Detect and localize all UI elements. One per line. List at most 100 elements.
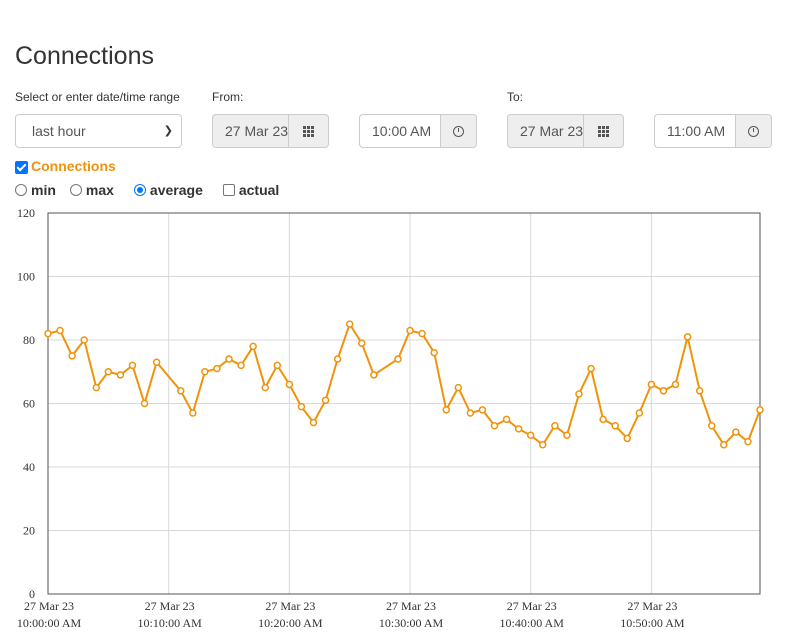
data-point: [285, 380, 294, 389]
x-tick-date: 27 Mar 23: [627, 599, 677, 613]
data-point: [671, 380, 680, 389]
data-point: [152, 358, 161, 366]
data-point: [466, 409, 475, 417]
data-point: [225, 355, 233, 363]
data-point: [744, 437, 752, 446]
data-point: [732, 428, 740, 436]
x-tick-time: 10:10:00 AM: [138, 616, 203, 630]
data-point: [104, 368, 113, 376]
connections-chart: 0 20 40 60 80 100 120 27 Mar 23 10:00:00 AM 27 Ma…: [17, 206, 764, 630]
data-point: [418, 329, 426, 338]
data-point: [140, 399, 149, 408]
data-point: [345, 320, 354, 328]
data-point: [539, 441, 547, 449]
x-tick-time: 10:20:00 AM: [258, 616, 323, 630]
data-point: [526, 431, 535, 439]
from-label: From:: [212, 90, 244, 104]
data-point: [68, 352, 76, 360]
data-point: [695, 387, 704, 395]
y-tick-label: 60: [23, 397, 35, 411]
data-point: [623, 434, 632, 443]
data-point: [44, 329, 52, 338]
data-point: [502, 415, 511, 424]
data-point: [659, 387, 668, 395]
from-time-input[interactable]: 10:00 AM: [359, 114, 440, 148]
data-point: [309, 418, 318, 427]
range-label: Select or enter date/time range: [15, 90, 180, 104]
option-min[interactable]: min: [15, 182, 56, 198]
option-max[interactable]: max: [69, 182, 114, 198]
to-date-group: 27 Mar 23: [507, 114, 624, 148]
series-line: [47, 321, 761, 447]
max-label: max: [85, 182, 114, 198]
data-point: [261, 383, 269, 392]
from-calendar-button[interactable]: [288, 114, 329, 148]
average-radio[interactable]: [133, 184, 146, 196]
data-point: [80, 336, 88, 344]
data-point: [599, 415, 607, 424]
data-point: [478, 406, 487, 414]
from-date-input[interactable]: 27 Mar 23: [212, 114, 288, 148]
data-point: [370, 371, 378, 379]
data-point: [333, 355, 342, 363]
x-tick-date: 27 Mar 23: [24, 599, 74, 613]
data-point: [321, 396, 330, 405]
data-point: [92, 383, 101, 392]
connections-checkbox[interactable]: [15, 160, 28, 174]
calendar-grid-icon: [598, 125, 609, 137]
data-point: [249, 342, 257, 351]
to-date-input[interactable]: 27 Mar 23: [507, 114, 583, 148]
x-tick-date: 27 Mar 23: [145, 599, 195, 613]
y-tick-label: 0: [29, 587, 35, 601]
data-point: [394, 355, 402, 363]
option-actual[interactable]: actual: [222, 182, 280, 198]
x-tick-date: 27 Mar 23: [265, 599, 315, 613]
stat-options: min max average actual: [15, 182, 279, 198]
data-point: [406, 326, 414, 335]
data-point: [587, 364, 595, 373]
x-tick-date: 27 Mar 23: [507, 599, 557, 613]
calendar-grid-icon: [303, 125, 314, 137]
data-point: [683, 333, 692, 341]
data-point: [213, 364, 221, 373]
x-tick-time: 10:50:00 AM: [620, 616, 685, 630]
clock-icon: [453, 125, 464, 137]
data-point: [575, 390, 583, 398]
series-toggle: Connections: [15, 158, 116, 174]
x-tick-time: 10:30:00 AM: [379, 616, 444, 630]
data-point: [647, 380, 656, 389]
range-select[interactable]: last hour ❯: [15, 114, 182, 148]
max-radio[interactable]: [69, 184, 82, 196]
min-radio[interactable]: [15, 184, 27, 196]
y-tick-label: 40: [23, 460, 35, 474]
data-point: [490, 421, 499, 430]
data-point: [635, 409, 644, 417]
page-title: Connections: [15, 42, 154, 70]
min-label: min: [31, 182, 56, 198]
data-point: [454, 383, 463, 392]
from-clock-button[interactable]: [440, 114, 477, 148]
data-point: [442, 406, 450, 414]
actual-label: actual: [238, 182, 280, 198]
from-time-group: 10:00 AM: [359, 114, 477, 148]
data-point: [563, 431, 571, 439]
data-point: [128, 361, 137, 370]
data-point: [237, 361, 245, 370]
to-calendar-button[interactable]: [583, 114, 624, 148]
actual-checkbox[interactable]: [222, 184, 235, 196]
option-average[interactable]: average: [133, 182, 203, 198]
to-label: To:: [507, 90, 524, 104]
data-point: [430, 348, 438, 357]
to-clock-button[interactable]: [735, 114, 772, 148]
data-point: [273, 361, 282, 370]
y-tick-label: 80: [23, 333, 35, 347]
to-time-input[interactable]: 11:00 AM: [654, 114, 735, 148]
average-label: average: [149, 182, 203, 198]
data-point: [611, 421, 619, 430]
x-tick-time: 10:00:00 AM: [17, 616, 82, 630]
data-point: [756, 406, 764, 414]
plot-border: [47, 212, 761, 595]
clock-icon: [748, 125, 759, 137]
data-point: [201, 368, 209, 376]
data-point: [358, 339, 366, 347]
